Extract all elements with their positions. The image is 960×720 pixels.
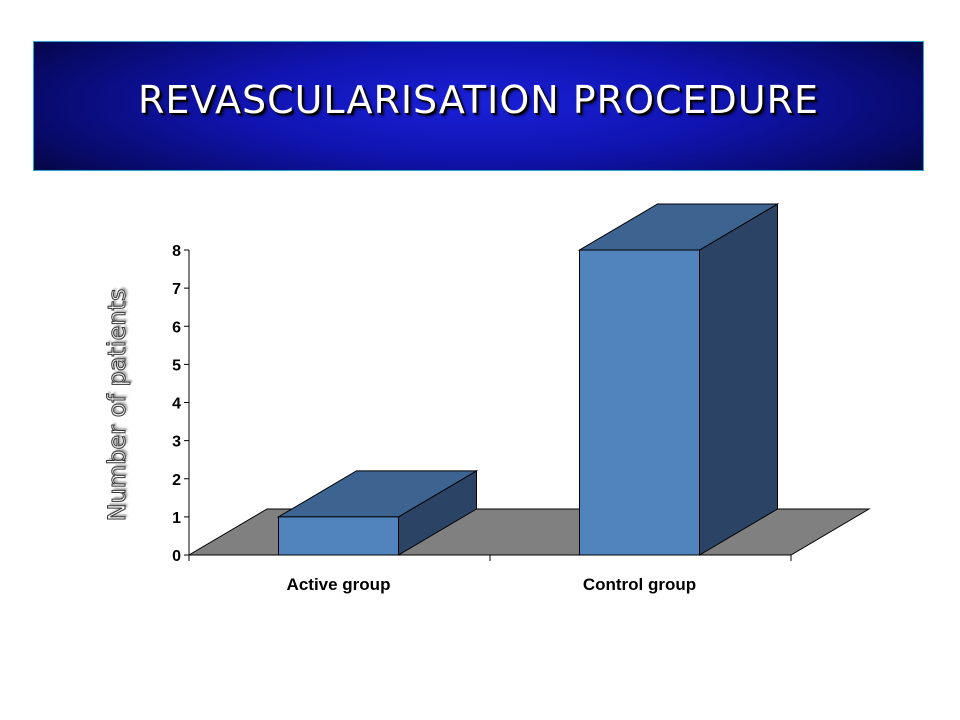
y-tick-label: 4 <box>172 396 181 413</box>
slide-title: REVASCULARISATION PROCEDURE <box>137 78 820 122</box>
x-category-label: Control group <box>583 575 696 594</box>
y-tick-label: 8 <box>172 243 181 260</box>
y-tick-label: 0 <box>172 548 181 565</box>
bar <box>278 516 399 556</box>
bar <box>579 249 700 556</box>
y-tick-label: 3 <box>172 434 181 451</box>
y-tick-label: 2 <box>172 472 181 489</box>
y-tick-label: 5 <box>172 357 181 374</box>
y-tick-label: 7 <box>172 281 181 298</box>
title-banner: REVASCULARISATION PROCEDURE <box>33 41 924 171</box>
y-tick-label: 6 <box>172 319 181 336</box>
y-tick-label: 1 <box>172 510 181 527</box>
x-category-label: Active group <box>287 575 391 594</box>
bar-side-face <box>699 203 778 556</box>
